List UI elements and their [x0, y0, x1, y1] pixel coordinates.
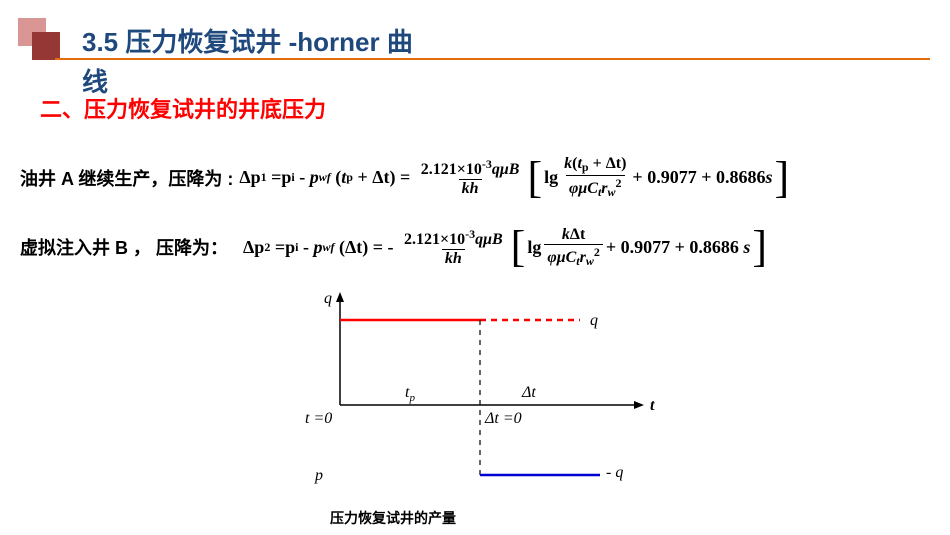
svg-text:Δt: Δt: [521, 384, 536, 401]
svg-text:q: q: [590, 312, 598, 329]
rate-schedule-figure: q q t tp Δt t =0 Δt =0 p - q: [300, 290, 670, 490]
svg-text:q: q: [324, 290, 332, 307]
svg-text:Δt =0: Δt =0: [484, 410, 522, 427]
figure-caption: 压力恢复试井的产量: [330, 508, 456, 528]
subsection-title: 二、压力恢复试井的井底压力: [40, 92, 326, 124]
svg-text:t: t: [650, 397, 655, 414]
svg-text:t =0: t =0: [305, 410, 332, 427]
svg-text:tp: tp: [405, 384, 415, 404]
title-underline: [55, 58, 930, 60]
equation-2-label: 虚拟注入井 B ， 压降为：: [20, 234, 228, 260]
equation-2: Δp2 = pi - pwf (Δt) = - 2.121×10-3qμB kh…: [234, 225, 769, 269]
equation-1: Δp1 = pi - pwf (tp + Δt) = 2.121×10-3qμB…: [239, 155, 791, 200]
equation-1-row: 油井 A 继续生产，压降为 : Δp1 = pi - pwf (tp + Δt)…: [20, 155, 791, 200]
section-title-line1: 3.5 压力恢复试井 -horner 曲: [82, 22, 413, 59]
equation-2-row: 虚拟注入井 B ， 压降为： Δp2 = pi - pwf (Δt) = - 2…: [20, 225, 769, 269]
rate-schedule-svg: q q t tp Δt t =0 Δt =0 p - q: [300, 290, 670, 490]
equation-1-label: 油井 A 继续生产，压降为 :: [20, 165, 233, 191]
svg-text:- q: - q: [606, 464, 623, 481]
svg-text:p: p: [314, 467, 323, 484]
